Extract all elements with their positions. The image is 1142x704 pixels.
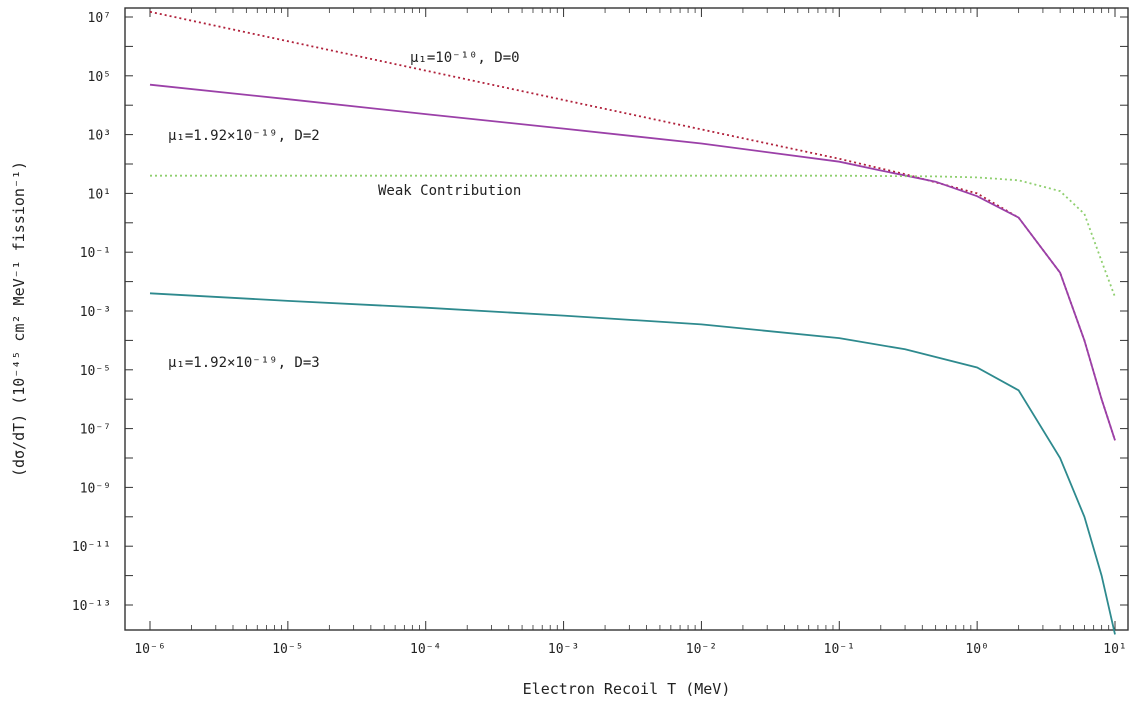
x-tick-label: 10⁰ xyxy=(965,642,988,657)
y-tick-label: 10⁻⁵ xyxy=(80,364,111,379)
series-line-1 xyxy=(149,83,1116,441)
x-axis-title: Electron Recoil T (MeV) xyxy=(523,680,731,698)
y-tick-label: 10⁵ xyxy=(88,70,111,85)
series-annotation: Weak Contribution xyxy=(378,183,521,199)
y-tick-label: 10⁷ xyxy=(88,11,111,26)
x-tick-label: 10⁻¹ xyxy=(824,642,855,657)
y-tick-label: 10⁻³ xyxy=(80,305,111,320)
y-tick-label: 10⁻¹¹ xyxy=(72,540,111,555)
y-tick-label: 10⁻¹³ xyxy=(72,599,111,614)
y-axis-title: (dσ/dT) (10⁻⁴⁵ cm² MeV⁻¹ fission⁻¹) xyxy=(10,161,28,477)
annotation-layer: μ₁=10⁻¹⁰, D=0 μ₁=1.92×10⁻¹⁹, D=2 Weak Cont… xyxy=(168,50,521,371)
y-tick-label: 10⁻⁷ xyxy=(80,423,111,438)
series-line-2 xyxy=(150,174,1116,298)
series-line-3 xyxy=(149,292,1116,635)
x-tick-label: 10⁻⁵ xyxy=(272,642,303,657)
plot-frame xyxy=(124,7,1129,631)
y-tick-label: 10¹ xyxy=(88,187,111,202)
series-layer xyxy=(149,10,1116,635)
series-annotation: μ₁=1.92×10⁻¹⁹, D=2 xyxy=(168,128,320,144)
axes: 10⁻⁶ 10⁻⁵ 10⁻⁴ 10⁻³ 10⁻² 10⁻¹ 10⁰ 10¹ 10⁷ 10⁵ 10³ 1… xyxy=(72,7,1129,657)
x-tick-label: 10⁻² xyxy=(686,642,717,657)
y-tick-label: 10⁻¹ xyxy=(80,246,111,261)
series-annotation: μ₁=1.92×10⁻¹⁹, D=3 xyxy=(168,355,320,371)
x-tick-label: 10⁻³ xyxy=(548,642,579,657)
y-tick-label: 10⁻⁹ xyxy=(80,481,111,496)
x-tick-label: 10⁻⁴ xyxy=(410,642,441,657)
y-tick-label: 10³ xyxy=(88,129,111,144)
series-annotation: μ₁=10⁻¹⁰, D=0 xyxy=(410,50,520,66)
x-tick-label: 10⁻⁶ xyxy=(134,642,165,657)
x-tick-label: 10¹ xyxy=(1103,642,1126,657)
